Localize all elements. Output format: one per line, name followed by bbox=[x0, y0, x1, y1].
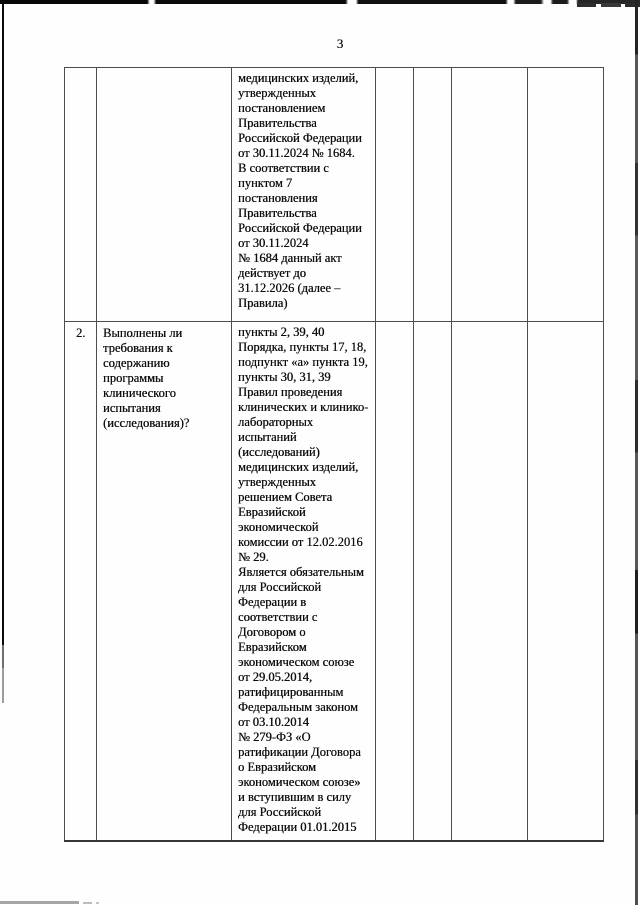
scan-line-bottom-left-dash bbox=[83, 902, 92, 904]
cell-question bbox=[96, 67, 232, 322]
table-row-item-2: 2. Выполнены ли требования к содержанию … bbox=[64, 321, 604, 842]
scan-edge-left-fade bbox=[2, 645, 4, 703]
scan-edge-left bbox=[2, 2, 4, 645]
checklist-table: медицинских изделий, утвержденных постан… bbox=[64, 67, 604, 842]
cell-question: Выполнены ли требования к содержанию про… bbox=[96, 321, 232, 842]
scan-edge-top-right bbox=[577, 3, 640, 7]
cell-empty bbox=[413, 321, 452, 842]
cell-empty bbox=[375, 321, 414, 842]
scan-edge-top bbox=[0, 0, 640, 4]
cell-empty bbox=[451, 321, 528, 842]
cell-row-number: 2. bbox=[64, 321, 97, 842]
cell-empty bbox=[413, 67, 452, 322]
scan-line-bottom-left-dot bbox=[96, 902, 99, 904]
cell-empty bbox=[527, 67, 604, 322]
scan-line-bottom-left bbox=[0, 901, 79, 904]
cell-empty bbox=[375, 67, 414, 322]
scan-edge-right bbox=[635, 0, 638, 905]
cell-empty bbox=[451, 67, 528, 322]
table-row-continuation: медицинских изделий, утвержденных постан… bbox=[64, 67, 604, 322]
cell-row-number bbox=[64, 67, 97, 322]
page-number: 3 bbox=[336, 36, 344, 51]
cell-legal-reference: пункты 2, 39, 40 Порядка, пункты 17, 18,… bbox=[231, 321, 376, 842]
cell-empty bbox=[527, 321, 604, 842]
cell-legal-reference: медицинских изделий, утвержденных постан… bbox=[231, 67, 376, 322]
